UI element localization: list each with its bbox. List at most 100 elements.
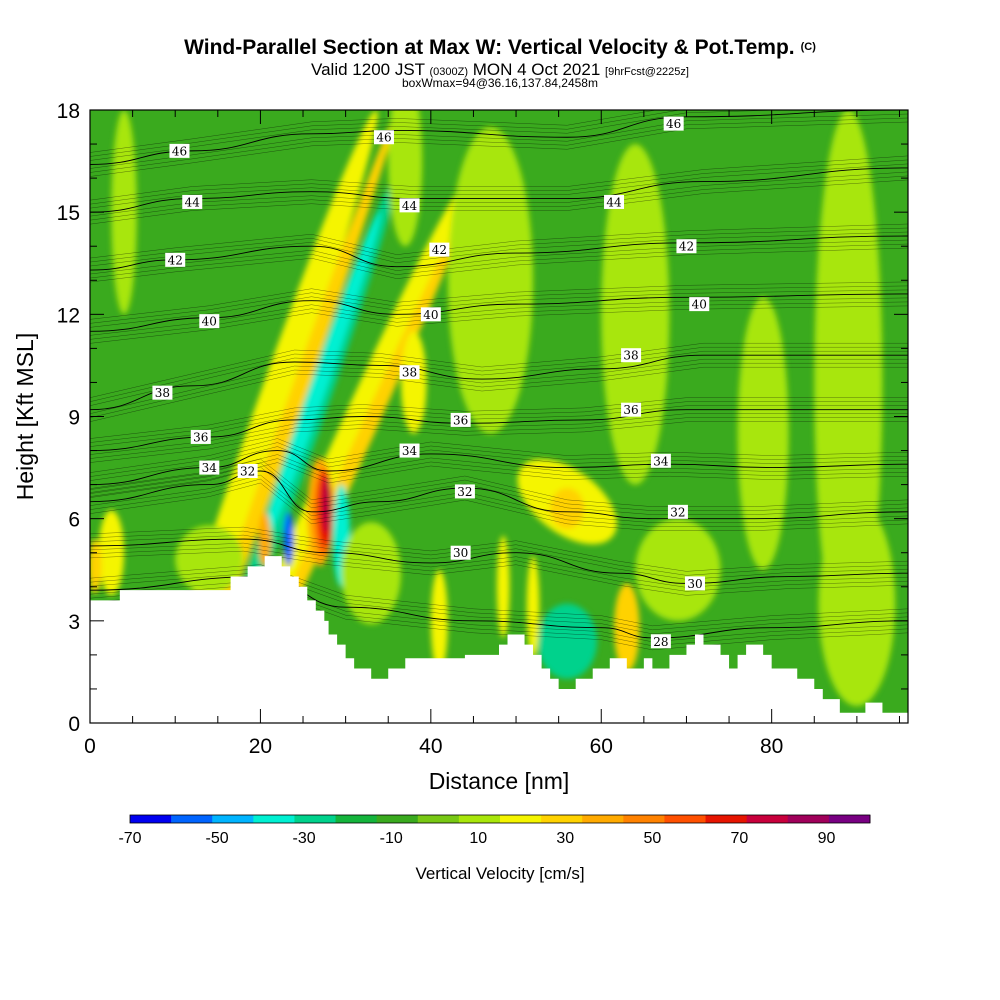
isentrope-label-box — [650, 634, 671, 649]
isentrope-label: 38 — [155, 386, 170, 400]
colorbar-tick-label: -50 — [205, 830, 228, 847]
x-tick-label: 0 — [84, 735, 96, 758]
isentrope-label: 30 — [687, 577, 702, 591]
isentrope-minor — [90, 534, 908, 580]
isentrope-label-box — [450, 545, 471, 560]
isentrope-label: 42 — [679, 240, 694, 254]
isentrope-label: 46 — [172, 144, 187, 158]
isentrope-minor — [90, 223, 908, 259]
isentrope-minor — [90, 397, 908, 439]
isentrope-minor — [90, 366, 908, 422]
isentrope-label: 34 — [202, 461, 218, 475]
isentrope-minor — [90, 346, 908, 402]
x-tick-label: 40 — [419, 735, 442, 758]
isentrope-label: 34 — [402, 444, 418, 458]
chart-title: Wind-Parallel Section at Max W: Vertical… — [184, 36, 816, 59]
isentrope-minor — [90, 530, 908, 576]
colorbar-tick-label: -70 — [118, 830, 141, 847]
velocity-cell — [550, 488, 585, 529]
isentrope-minor — [90, 247, 908, 283]
velocity-cell — [526, 556, 540, 659]
isentrope-label: 28 — [653, 635, 668, 649]
isentrope-label-box — [621, 348, 642, 363]
isentrope-label: 38 — [402, 366, 417, 380]
y-tick-label: 0 — [68, 713, 80, 736]
isentrope-label: 44 — [606, 195, 622, 209]
isentrope-label-box — [190, 429, 211, 444]
isentrope-label: 32 — [670, 505, 685, 519]
isentrope-labels: 46 46 46 44 44 44 42 42 42 40 40 40 38 38 38 36 36 36 34 34… — [152, 116, 710, 649]
isentrope-minor — [90, 350, 908, 406]
colorbar-tick-label: -30 — [293, 830, 316, 847]
y-tick-label: 18 — [57, 100, 80, 123]
isentrope-minor — [90, 458, 908, 493]
isentrope-minor — [90, 458, 908, 507]
velocity-cell — [341, 522, 402, 625]
isentrope-label-box — [454, 484, 475, 499]
colorbar-swatch — [417, 815, 460, 823]
isentrope-minor — [90, 474, 908, 523]
isentrope-36 — [90, 409, 908, 452]
isentrope-minor — [90, 550, 908, 596]
velocity-cell — [111, 110, 137, 315]
isentrope-34 — [90, 450, 908, 486]
isentrope-label-box — [667, 504, 688, 519]
isentrope-label: 40 — [692, 298, 707, 312]
isentrope-minor — [90, 155, 908, 201]
isentrope-label-box — [650, 453, 671, 468]
x-tick-label: 80 — [760, 735, 783, 758]
isentrope-minor — [90, 446, 908, 481]
isentrope-minor — [90, 281, 908, 320]
isentrope-46 — [90, 110, 908, 165]
velocity-cell — [175, 525, 244, 594]
isentrope-label: 44 — [402, 199, 418, 213]
velocity-cell — [258, 511, 272, 567]
isentrope-30 — [90, 538, 908, 584]
y-tick-label: 6 — [68, 509, 80, 532]
isentrope-minor — [90, 289, 908, 328]
colorbar-swatch — [746, 815, 789, 823]
colorbar-tick-label: 70 — [731, 830, 749, 847]
terrain — [90, 556, 908, 723]
y-axis-label: Height [Kft MSL] — [12, 333, 38, 500]
velocity-cell — [283, 511, 294, 567]
isentrope-minor — [90, 462, 908, 511]
isentrope-label: 36 — [193, 430, 208, 444]
x-tick-label: 60 — [590, 735, 613, 758]
isentrope-label: 38 — [623, 349, 638, 363]
isentrope-label-box — [169, 143, 190, 158]
colorbar-swatch — [253, 815, 295, 823]
isentropes — [90, 110, 908, 651]
colorbar-frame — [129, 814, 871, 824]
colorbar-swatch — [582, 815, 624, 823]
isentrope-label: 32 — [240, 464, 255, 478]
isentrope-minor — [90, 546, 908, 592]
colorbar-swatch — [458, 815, 501, 823]
isentrope-label: 30 — [453, 546, 468, 560]
velocity-cell — [401, 331, 427, 434]
isentrope-label-box — [373, 130, 394, 145]
isentrope-minor — [90, 117, 908, 173]
isentrope-minor — [90, 159, 908, 205]
isentrope-minor — [90, 542, 908, 588]
velocity-cell — [601, 144, 670, 485]
colorbar-swatch — [787, 815, 830, 823]
isentrope-label-box — [420, 307, 441, 322]
colorbar-swatch — [541, 815, 583, 823]
isentrope-label-box — [676, 239, 697, 254]
isentrope-label: 34 — [653, 454, 669, 468]
colorbar-tick-label: 50 — [643, 830, 661, 847]
isentrope-minor — [90, 466, 908, 515]
isentrope-minor — [90, 163, 908, 209]
y-tick-label: 12 — [57, 304, 80, 327]
isentrope-label-box — [199, 460, 220, 475]
isentrope-label-box — [399, 443, 420, 458]
colorbar-tick-label: 10 — [469, 830, 487, 847]
isentrope-minor — [90, 417, 908, 459]
isentrope-minor — [90, 438, 908, 473]
isentrope-minor — [90, 121, 908, 177]
velocity-field — [90, 110, 896, 723]
isentrope-label-box — [399, 198, 420, 213]
isentrope-label: 40 — [423, 308, 438, 322]
